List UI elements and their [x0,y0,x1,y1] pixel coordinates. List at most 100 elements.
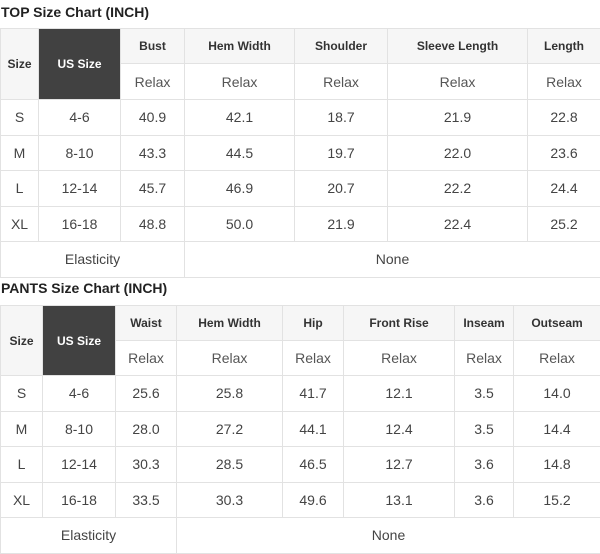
measurement-cell: 19.7 [294,134,388,171]
column-header: Hem Width [176,305,283,341]
measurement-cell: 18.7 [294,99,388,136]
fit-label: Relax [184,63,295,100]
measurement-cell: 46.9 [184,170,295,207]
measurement-cell: 22.4 [387,205,528,242]
fit-label: Relax [115,340,177,376]
us-size-cell: 12-14 [38,170,121,207]
table-row: XL 16-18 33.5 30.3 49.6 13.1 3.6 15.2 [0,481,600,518]
us-size-cell: 4-6 [38,99,121,136]
pants-chart-title: PANTS Size Chart (INCH) [1,280,168,296]
size-header: Size [0,305,43,376]
measurement-cell: 27.2 [176,410,283,447]
fit-label: Relax [294,63,388,100]
measurement-cell: 42.1 [184,99,295,136]
us-size-cell: 16-18 [42,481,116,518]
top-size-table: Size US Size Bust Hem Width Shoulder Sleeve L… [0,28,600,278]
measurement-cell: 3.6 [454,481,514,518]
column-header: Hip [282,305,344,341]
measurement-cell: 50.0 [184,205,295,242]
measurement-cell: 22.0 [387,134,528,171]
subheader-row: Relax Relax Relax Relax Relax [1,63,600,100]
elasticity-row: Elasticity None [0,241,600,278]
elasticity-row: Elasticity None [0,517,600,554]
measurement-cell: 43.3 [120,134,185,171]
table-row: XL 16-18 48.8 50.0 21.9 22.4 25.2 [0,205,600,242]
measurement-cell: 14.8 [513,446,600,483]
column-header: Hem Width [184,28,295,64]
fit-label: Relax [282,340,344,376]
fit-label: Relax [176,340,283,376]
measurement-cell: 40.9 [120,99,185,136]
size-cell: S [0,99,39,136]
table-row: L 12-14 45.7 46.9 20.7 22.2 24.4 [0,170,600,207]
table-row: L 12-14 30.3 28.5 46.5 12.7 3.6 14.8 [0,446,600,483]
column-header: Waist [115,305,177,341]
size-cell: S [0,375,43,412]
measurement-cell: 12.7 [343,446,455,483]
measurement-cell: 3.5 [454,375,514,412]
measurement-cell: 30.3 [176,481,283,518]
us-size-cell: 12-14 [42,446,116,483]
table-row: M 8-10 43.3 44.5 19.7 22.0 23.6 [0,134,600,171]
measurement-cell: 25.6 [115,375,177,412]
column-header: Inseam [454,305,514,341]
fit-label: Relax [387,63,528,100]
top-chart-title: TOP Size Chart (INCH) [1,4,150,20]
measurement-cell: 3.5 [454,410,514,447]
elasticity-label: Elasticity [0,241,185,278]
size-cell: XL [0,205,39,242]
measurement-cell: 3.6 [454,446,514,483]
elasticity-value: None [176,517,600,554]
measurement-cell: 25.2 [527,205,600,242]
fit-label: Relax [454,340,514,376]
measurement-cell: 44.1 [282,410,344,447]
us-size-cell: 8-10 [38,134,121,171]
fit-label: Relax [120,63,185,100]
size-header: Size [0,28,39,100]
table-row: S 4-6 40.9 42.1 18.7 21.9 22.8 [0,99,600,136]
measurement-cell: 44.5 [184,134,295,171]
measurement-cell: 20.7 [294,170,388,207]
size-cell: M [0,410,43,447]
table-row: M 8-10 28.0 27.2 44.1 12.4 3.5 14.4 [0,410,600,447]
us-size-cell: 4-6 [42,375,116,412]
header-row: Size US Size Bust Hem Width Shoulder Sleeve L… [0,28,600,100]
measurement-cell: 21.9 [294,205,388,242]
column-header: Front Rise [343,305,455,341]
column-header: Bust [120,28,185,64]
measurement-cell: 46.5 [282,446,344,483]
elasticity-label: Elasticity [0,517,177,554]
measurement-cell: 22.8 [527,99,600,136]
measurement-cell: 12.4 [343,410,455,447]
us-size-cell: 16-18 [38,205,121,242]
us-size-header: US Size [42,305,116,376]
measurement-cell: 41.7 [282,375,344,412]
size-cell: M [0,134,39,171]
subheader-row: Relax Relax Relax Relax Relax Relax [1,340,600,376]
measurement-cell: 23.6 [527,134,600,171]
measurement-cell: 33.5 [115,481,177,518]
size-cell: L [0,446,43,483]
us-size-header: US Size [38,28,121,100]
measurement-cell: 14.4 [513,410,600,447]
measurement-cell: 49.6 [282,481,344,518]
size-cell: L [0,170,39,207]
measurement-cell: 45.7 [120,170,185,207]
measurement-cell: 14.0 [513,375,600,412]
column-header: Outseam [513,305,600,341]
measurement-cell: 13.1 [343,481,455,518]
column-header: Sleeve Length [387,28,528,64]
table-row: S 4-6 25.6 25.8 41.7 12.1 3.5 14.0 [0,375,600,412]
measurement-cell: 28.5 [176,446,283,483]
fit-label: Relax [513,340,600,376]
measurement-cell: 24.4 [527,170,600,207]
header-row: Size US Size Waist Hem Width Hip Front Rise In… [0,305,600,376]
measurement-cell: 30.3 [115,446,177,483]
elasticity-value: None [184,241,600,278]
measurement-cell: 22.2 [387,170,528,207]
measurement-cell: 48.8 [120,205,185,242]
measurement-cell: 25.8 [176,375,283,412]
measurement-cell: 28.0 [115,410,177,447]
measurement-cell: 15.2 [513,481,600,518]
fit-label: Relax [527,63,600,100]
